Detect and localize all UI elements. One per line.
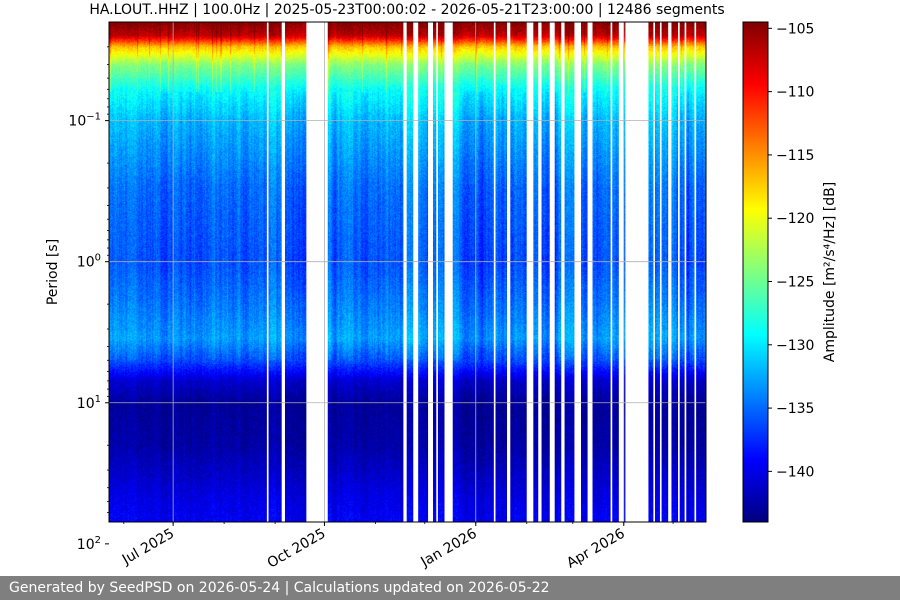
- plot-frame: [108, 21, 707, 523]
- data-gap: [625, 22, 649, 522]
- colorbar-label: Amplitude [m²/s⁴/Hz] [dB]: [822, 182, 838, 362]
- grid-lines: [109, 22, 706, 522]
- colorbar-tick-label: −120: [776, 211, 814, 227]
- data-gap: [618, 22, 624, 522]
- spectrogram-heatmap: [109, 22, 706, 522]
- y-axis-label: Period [s]: [45, 239, 61, 305]
- data-gap: [281, 22, 285, 522]
- data-gap: [436, 22, 438, 522]
- x-tick-label: Apr 2026: [564, 526, 628, 572]
- y-tick-label: 102: [77, 535, 101, 553]
- data-gap: [574, 22, 582, 522]
- plot-area: [109, 22, 706, 522]
- colorbar-tick-label: −105: [776, 21, 814, 37]
- x-tick-label: Oct 2025: [265, 526, 329, 572]
- data-gap: [526, 22, 534, 522]
- colorbar-tick-label: −135: [776, 401, 814, 417]
- data-gap: [561, 22, 565, 522]
- y-tick-base: 10: [68, 114, 86, 130]
- y-tick-label: 100: [77, 253, 101, 271]
- x-tick-label: Jan 2026: [417, 526, 479, 571]
- data-gap: [444, 22, 453, 522]
- colorbar-tick-label: −110: [776, 85, 814, 101]
- data-gap: [659, 22, 662, 522]
- y-tick-label: 10−1: [68, 112, 101, 130]
- x-tick-label: Jul 2025: [119, 526, 177, 569]
- data-gap: [610, 22, 613, 522]
- data-gap: [266, 22, 269, 522]
- colorbar-tick-label: −130: [776, 338, 814, 354]
- colorbar-tick-label: −115: [776, 148, 814, 164]
- colorbar-tick-label: −125: [776, 274, 814, 290]
- data-gap: [549, 22, 555, 522]
- y-tick-exponent: 1: [95, 394, 101, 405]
- data-gap: [428, 22, 433, 522]
- y-tick-exponent: −1: [86, 112, 101, 123]
- colorbar-ticks: −105 −110 −115 −120 −125 −130 −135 −140: [768, 21, 814, 480]
- data-gap: [678, 22, 680, 522]
- data-gap: [587, 22, 593, 522]
- colorbar-gradient: [742, 21, 769, 523]
- x-axis: Jul 2025 Oct 2025 Jan 2026 Apr 2026: [119, 522, 674, 572]
- colorbar-tick-label: −140: [776, 464, 814, 480]
- y-tick-base: 10: [77, 537, 95, 553]
- data-gap: [694, 22, 697, 522]
- psd-spectrogram-chart: HA.LOUT..HHZ | 100.0Hz | 2025-05-23T00:0…: [45, 2, 838, 572]
- y-tick-base: 10: [77, 396, 95, 412]
- y-tick-base: 10: [77, 255, 95, 271]
- data-gap: [413, 22, 419, 522]
- data-gap: [668, 22, 672, 522]
- chart-title: HA.LOUT..HHZ | 100.0Hz | 2025-05-23T00:0…: [89, 2, 724, 18]
- data-gap-layer: [266, 22, 697, 522]
- data-gap: [507, 22, 511, 522]
- y-tick-exponent: 2: [95, 535, 101, 546]
- data-gap: [306, 22, 328, 522]
- y-tick-label: 101: [77, 394, 101, 412]
- data-gap: [493, 22, 496, 522]
- data-gap: [653, 22, 656, 522]
- data-gap: [538, 22, 542, 522]
- colorbar: −105 −110 −115 −120 −125 −130 −135 −140: [742, 21, 814, 523]
- data-gap: [684, 22, 687, 522]
- y-tick-exponent: 0: [95, 253, 101, 264]
- footer-bar: Generated by SeedPSD on 2026-05-24 | Cal…: [0, 576, 900, 600]
- data-gap: [403, 22, 407, 522]
